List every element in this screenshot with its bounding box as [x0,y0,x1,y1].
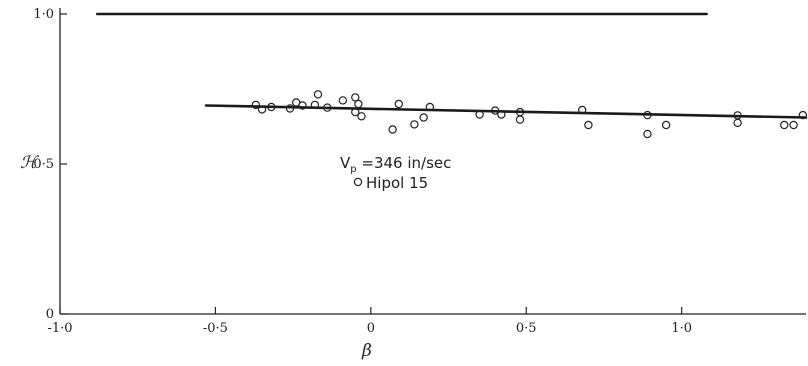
data-point [338,96,348,105]
data-point [310,100,320,110]
data-point [351,93,360,102]
data-point [475,110,484,119]
data-point [490,106,500,115]
x-tick-label: 0 [367,321,375,336]
data-point [394,99,404,109]
data-point [425,102,435,112]
data-point [798,110,808,120]
y-tick-label: 0 [46,307,54,322]
legend-marker [353,177,363,187]
data-point [410,120,419,129]
velocity-symbol: V [340,154,351,172]
reference-lines [96,12,808,119]
data-point [497,110,506,119]
data-point [251,100,261,110]
data-points [251,90,808,139]
trend-line [204,104,808,119]
data-point [267,102,276,112]
x-axis-label: β [361,341,372,361]
data-point [298,101,307,110]
data-point [643,110,652,120]
data-point [733,118,742,128]
data-point [388,125,397,134]
velocity-subscript: p [350,164,356,175]
data-point [419,113,428,122]
data-point [313,90,323,99]
data-point [643,129,652,139]
data-point [578,105,587,115]
data-point [661,120,671,130]
data-point [257,105,267,114]
data-point [780,120,789,130]
data-point [789,120,798,130]
data-point [584,120,593,130]
data-point [354,99,363,109]
x-tick-label: 0·5 [516,321,537,336]
x-tick-label: -0·5 [203,321,228,336]
velocity-value: =346 in/sec [357,154,452,172]
data-point [357,112,366,121]
ticks: -1·0 -0·5 0 0·5 1·0 0 0·5 1·0 [33,7,692,336]
x-tick-label: 1·0 [671,321,692,336]
x-tick-label: -1·0 [47,321,72,336]
velocity-annotation: Vp =346 in/sec [340,154,451,175]
data-point [351,107,360,117]
data-point [323,103,332,112]
legend-label: Hipol 15 [366,174,428,192]
y-tick-label: 0·5 [33,157,54,172]
y-tick-label: 1·0 [33,7,54,22]
data-point [285,104,295,113]
y-axis-label: ℋ [20,153,40,173]
data-point [515,115,525,124]
